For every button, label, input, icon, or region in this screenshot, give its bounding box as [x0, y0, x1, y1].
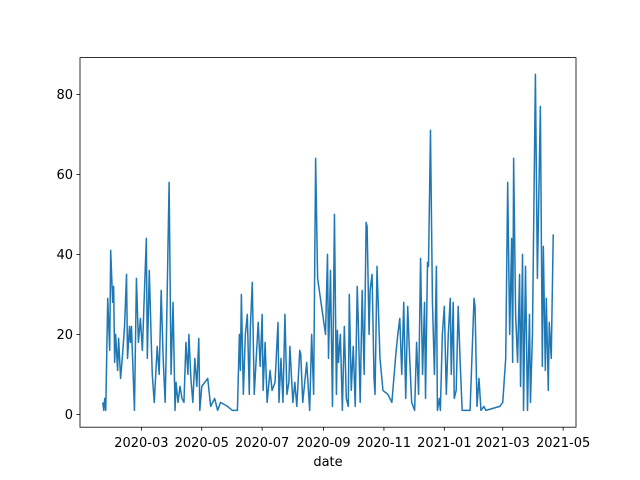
- data-line: [102, 73, 554, 412]
- x-tick-label: 2021-05: [536, 436, 590, 451]
- x-tick-label: 2020-03: [114, 436, 168, 451]
- y-tick-label: 60: [56, 168, 73, 183]
- y-tick-label: 20: [56, 328, 73, 343]
- y-tick-label: 0: [65, 408, 73, 423]
- x-tick-label: 2020-05: [175, 436, 229, 451]
- axes-frame: [79, 57, 577, 428]
- x-tick-label: 2020-11: [357, 436, 411, 451]
- y-tick-label: 80: [56, 88, 73, 103]
- y-tick-label: 40: [56, 248, 73, 263]
- x-tick-label: 2021-01: [417, 436, 471, 451]
- x-tick-label: 2020-09: [296, 436, 350, 451]
- x-axis-label: date: [313, 455, 342, 470]
- x-tick-label: 2020-07: [235, 436, 289, 451]
- x-tick-label: 2021-03: [476, 436, 530, 451]
